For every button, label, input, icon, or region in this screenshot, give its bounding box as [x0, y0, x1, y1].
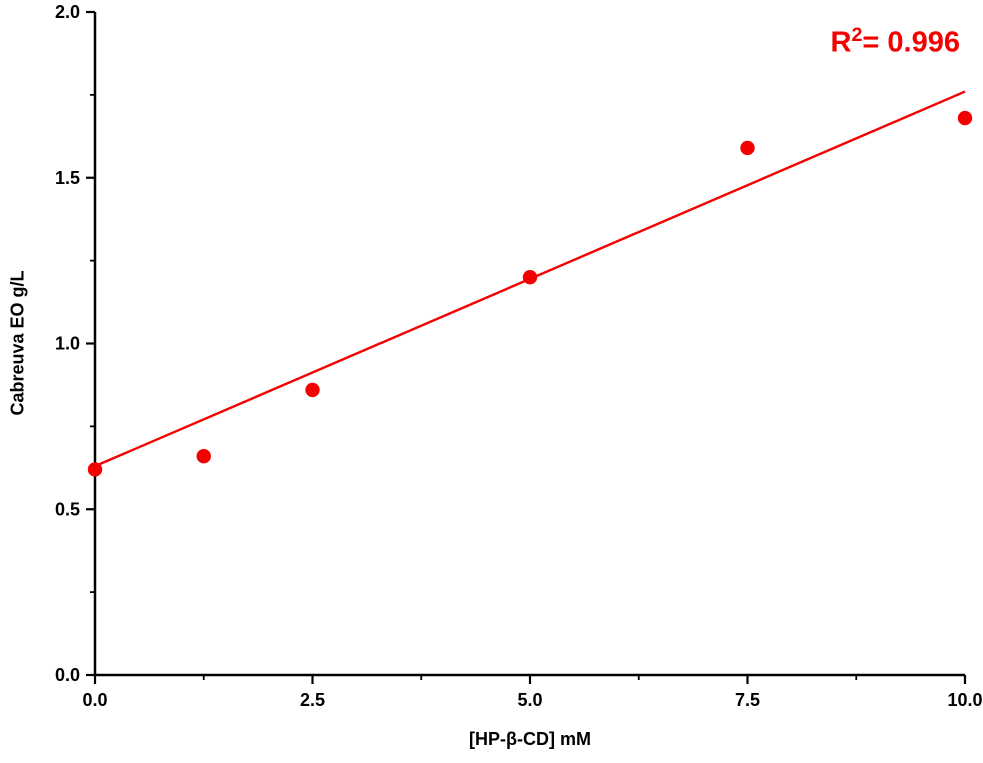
x-tick-label: 2.5 — [300, 690, 325, 710]
y-tick-label: 1.5 — [55, 168, 80, 188]
r-squared-exponent: 2 — [851, 24, 863, 46]
x-tick-label: 10.0 — [947, 690, 982, 710]
data-point — [740, 140, 755, 156]
x-tick-label: 5.0 — [517, 690, 542, 710]
y-axis-label: Cabreuva EO g/L — [7, 270, 28, 416]
y-tick-label: 0.5 — [55, 499, 80, 519]
r-squared-prefix: R — [830, 26, 852, 59]
x-tick-label: 7.5 — [735, 690, 760, 710]
axes-frame — [93, 12, 965, 677]
data-point — [522, 270, 538, 285]
data-point — [305, 382, 320, 398]
y-tick-label: 0.0 — [55, 665, 80, 685]
x-tick-label: 0.0 — [82, 690, 107, 710]
data-point — [196, 449, 211, 464]
r-squared-annotation: R2= 0.996 — [831, 24, 961, 60]
y-tick-label: 2.0 — [55, 2, 80, 22]
x-axis-label: [HP-β-CD] mM — [469, 729, 591, 749]
data-point — [957, 110, 973, 126]
y-tick-label: 1.0 — [55, 334, 80, 354]
r-squared-value: = 0.996 — [862, 26, 960, 59]
data-point — [87, 462, 103, 477]
